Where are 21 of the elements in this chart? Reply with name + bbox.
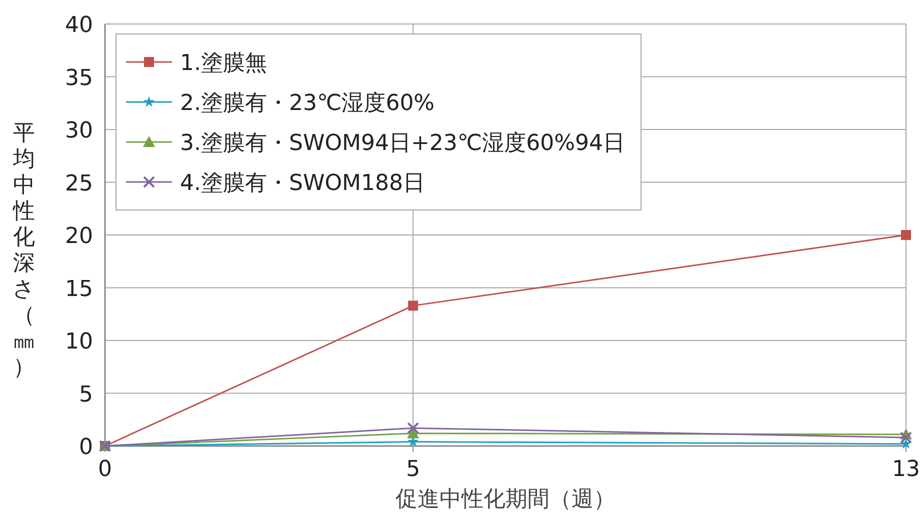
x-tick-label: 13 <box>892 457 920 482</box>
y-tick-label: 5 <box>79 382 93 408</box>
text: 平均中性化深さ（㎜） <box>12 121 36 380</box>
y-tick-label: 15 <box>65 276 93 302</box>
point <box>900 438 912 449</box>
legend-label: 3.塗膜有・SWOM94日+23℃湿度60%94日 <box>180 131 626 156</box>
y-tick-label: 35 <box>65 66 93 91</box>
legend-label: 4.塗膜有・SWOM188日 <box>180 171 425 196</box>
x-tick-label: 5 <box>406 457 420 482</box>
y-tick-label: 30 <box>65 118 93 144</box>
point <box>901 230 911 240</box>
x-tick-label: 0 <box>98 457 112 482</box>
legend-label: 1.塗膜無 <box>180 51 267 76</box>
y-tick-label: 20 <box>65 224 93 249</box>
y-tick-label: 0 <box>79 435 93 460</box>
point <box>408 300 418 311</box>
x-axis-title: 促進中性化期間（週） <box>396 487 616 512</box>
y-tick-label: 10 <box>65 330 93 354</box>
y-tick-label: 40 <box>65 13 93 38</box>
legend-label: 2.塗膜有・23℃湿度60% <box>180 91 435 116</box>
y-tick-label: 25 <box>65 171 93 196</box>
